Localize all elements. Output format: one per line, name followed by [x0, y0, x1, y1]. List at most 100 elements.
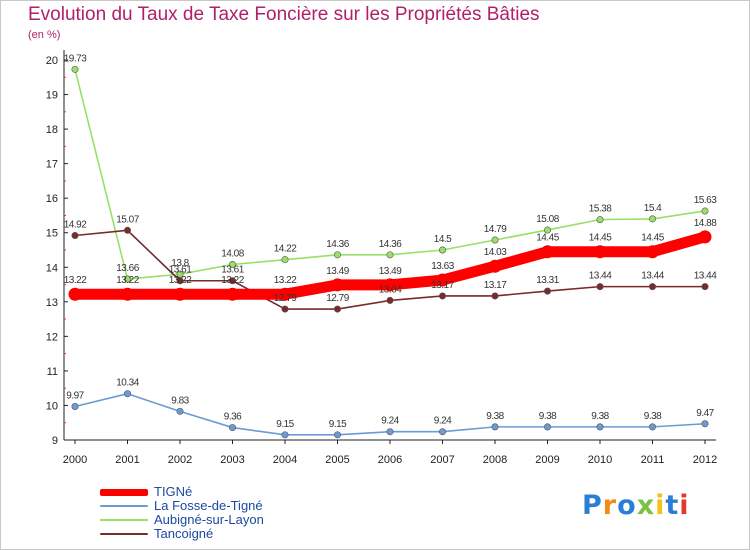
data-label-0-7: 13.63 [431, 261, 454, 272]
data-label-0-11: 14.45 [641, 233, 664, 244]
data-label-0-6: 13.49 [379, 266, 402, 277]
series-point-3-1 [124, 226, 132, 234]
data-label-1-7: 9.24 [434, 416, 452, 427]
series-point-1-6 [386, 428, 394, 436]
y-tick-label: 9 [52, 435, 58, 447]
series-point-0-10 [593, 245, 607, 259]
series-point-1-1 [124, 390, 132, 398]
x-tick-label: 2002 [168, 454, 192, 466]
data-label-0-5: 13.49 [326, 266, 349, 277]
series-point-3-7 [438, 292, 446, 300]
y-tick-label: 16 [46, 193, 58, 205]
y-tick-label: 11 [47, 366, 58, 378]
series-point-2-1 [124, 275, 132, 283]
series-point-0-9 [541, 245, 554, 259]
y-tick-label: 10 [46, 400, 58, 412]
series-point-0-1 [121, 287, 134, 301]
data-label-1-1: 10.34 [116, 378, 139, 389]
x-tick-label: 2003 [220, 454, 244, 466]
data-label-2-2: 13.8 [171, 258, 189, 269]
y-tick-label: 13 [46, 297, 58, 309]
legend-item-tancoigne[interactable]: Tancoigné [100, 527, 264, 541]
legend-label-tancoigne: Tancoigné [154, 526, 214, 541]
series-point-3-11 [648, 283, 656, 291]
series-point-0-7 [436, 273, 449, 287]
data-label-2-8: 14.79 [484, 224, 507, 235]
series-point-3-2 [176, 277, 184, 285]
series-point-2-10 [596, 216, 604, 224]
data-label-1-12: 9.47 [696, 408, 714, 419]
y-tick-label: 14 [46, 262, 58, 274]
data-label-3-12: 13.44 [694, 271, 717, 282]
series-point-3-4 [281, 305, 289, 313]
series-point-1-0 [71, 402, 79, 410]
logo-letter: i [655, 490, 666, 521]
x-tick-label: 2001 [115, 454, 139, 466]
series-point-0-5 [331, 278, 344, 292]
legend-item-tigne[interactable]: TIGNé [100, 485, 264, 499]
y-tick-label: 20 [46, 55, 58, 67]
data-label-1-2: 9.83 [171, 395, 189, 406]
legend-swatch-tigne [100, 488, 148, 496]
logo-letter: r [602, 490, 618, 521]
series-point-3-8 [491, 292, 499, 300]
data-label-2-3: 14.08 [221, 249, 244, 260]
series-point-2-9 [543, 226, 551, 234]
series-point-3-9 [543, 287, 551, 295]
logo-letter: i [679, 490, 690, 521]
data-label-2-9: 15.08 [536, 214, 559, 225]
data-label-3-1: 15.07 [116, 214, 139, 225]
data-label-1-9: 9.38 [539, 411, 557, 422]
legend-item-la-fosse-de-tigne[interactable]: La Fosse-de-Tigné [100, 499, 264, 513]
legend: TIGNé La Fosse-de-Tigné Aubigné-sur-Layo… [100, 485, 264, 541]
data-label-0-9: 14.45 [536, 233, 559, 244]
series-point-3-12 [701, 283, 709, 291]
data-label-2-7: 14.5 [434, 234, 452, 245]
series-point-3-0 [71, 231, 79, 239]
series-point-1-10 [596, 423, 604, 431]
legend-swatch-tancoigne [100, 533, 148, 535]
series-point-2-8 [491, 236, 499, 244]
data-label-3-3: 13.61 [221, 265, 244, 276]
x-tick-label: 2007 [430, 454, 454, 466]
x-tick-label: 2009 [535, 454, 559, 466]
data-label-2-4: 14.22 [274, 244, 297, 255]
data-label-2-0: 19.73 [64, 53, 87, 64]
data-label-1-8: 9.38 [486, 411, 504, 422]
chart-subtitle: (en %) [28, 29, 61, 41]
x-tick-label: 2005 [325, 454, 349, 466]
data-label-1-5: 9.15 [329, 419, 347, 430]
series-point-2-5 [333, 251, 341, 259]
data-label-3-9: 13.31 [536, 275, 559, 286]
data-label-0-2: 13.22 [169, 275, 192, 286]
series-point-0-11 [646, 245, 659, 259]
data-label-2-1: 13.66 [116, 263, 139, 274]
series-point-1-11 [648, 423, 656, 431]
data-labels: 13.22 13.22 13.22 13.22 13.22 13.49 13.49 13.63… [64, 53, 718, 430]
logo-letter: x [636, 490, 656, 521]
x-tick-label: 2006 [378, 454, 402, 466]
series-point-1-12 [701, 420, 709, 428]
series-point-0-3 [226, 287, 239, 301]
data-label-1-0: 9.97 [66, 390, 84, 401]
series-point-0-8 [488, 259, 502, 273]
legend-item-aubigne-sur-layon[interactable]: Aubigné-sur-Layon [100, 513, 264, 527]
data-label-1-3: 9.36 [224, 412, 242, 423]
series-point-0-6 [383, 278, 397, 292]
data-label-3-0: 14.92 [64, 219, 87, 230]
data-label-3-7: 13.17 [431, 280, 454, 291]
series-point-1-7 [438, 428, 446, 436]
data-label-3-2: 13.61 [169, 265, 192, 276]
series-point-2-11 [648, 215, 656, 223]
x-tick-label: 2008 [483, 454, 507, 466]
data-label-0-3: 13.22 [221, 275, 244, 286]
logo-letter: o [617, 490, 637, 521]
data-label-3-8: 13.17 [484, 280, 507, 291]
data-label-2-5: 14.36 [326, 239, 349, 250]
x-tick-label: 2011 [641, 454, 665, 466]
axes: 9 10 11 12 13 14 15 16 17 18 19 20 2000 2001 2002 2003 2… [46, 50, 717, 466]
data-label-1-6: 9.24 [381, 416, 399, 427]
series-point-3-10 [596, 283, 604, 291]
series-point-2-4 [281, 256, 289, 264]
